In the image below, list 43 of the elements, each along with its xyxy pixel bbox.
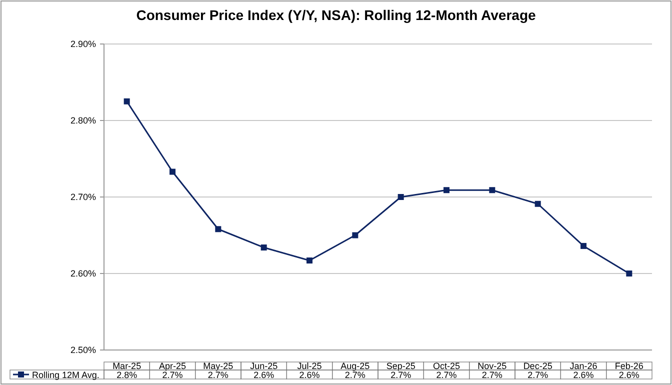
point (124, 98, 130, 104)
y-tick-label: 2.50% (70, 345, 96, 355)
x-tick-label: Nov-25 (478, 361, 507, 371)
point (444, 187, 450, 194)
y-tick-label: 2.70% (70, 192, 96, 202)
point (215, 226, 222, 232)
data-label: 2.6% (299, 370, 320, 380)
y-tick-label: 2.60% (70, 268, 96, 278)
data-label: 2.6% (254, 370, 274, 380)
x-tick-label: May-25 (203, 361, 234, 371)
chart-title: Consumer Price Index (Y/Y, NSA): Rolling 12-Month Average (136, 7, 536, 23)
point (580, 242, 586, 249)
x-tick-label: Dec-25 (523, 361, 552, 371)
y-tick-label: 2.90% (70, 39, 96, 49)
point (306, 257, 312, 264)
point (170, 168, 176, 175)
x-tick-label: Apr-25 (158, 361, 186, 371)
data-label: 2.7% (528, 370, 548, 380)
data-label: 2.7% (482, 370, 502, 380)
x-tick-label: Sep-25 (386, 361, 416, 371)
x-tick-label: Oct-25 (432, 361, 460, 371)
x-tick-label: Jul-25 (297, 361, 322, 371)
data-label: 2.7% (390, 370, 412, 380)
data-label: 2.6% (573, 370, 594, 380)
point (260, 244, 267, 250)
data-label: 2.7% (344, 370, 366, 380)
legend-label: Rolling 12M Avg. (32, 370, 100, 380)
x-tick-label: Jun-25 (250, 361, 278, 371)
point (352, 232, 358, 238)
point (534, 200, 541, 207)
data-label: 2.8% (116, 370, 138, 380)
data-label: 2.7% (208, 370, 228, 380)
data-label: 2.7% (436, 370, 457, 380)
data-label: 2.6% (618, 370, 640, 380)
data-label: 2.7% (162, 370, 183, 380)
x-tick-label: Aug-25 (340, 361, 370, 371)
x-tick-label: Mar-25 (112, 361, 142, 371)
x-tick-label: Jan-26 (570, 361, 598, 371)
point (489, 187, 496, 194)
point (626, 270, 632, 276)
x-tick-label: Feb-26 (614, 361, 644, 371)
y-tick-label: 2.80% (70, 116, 96, 126)
point (398, 194, 404, 200)
